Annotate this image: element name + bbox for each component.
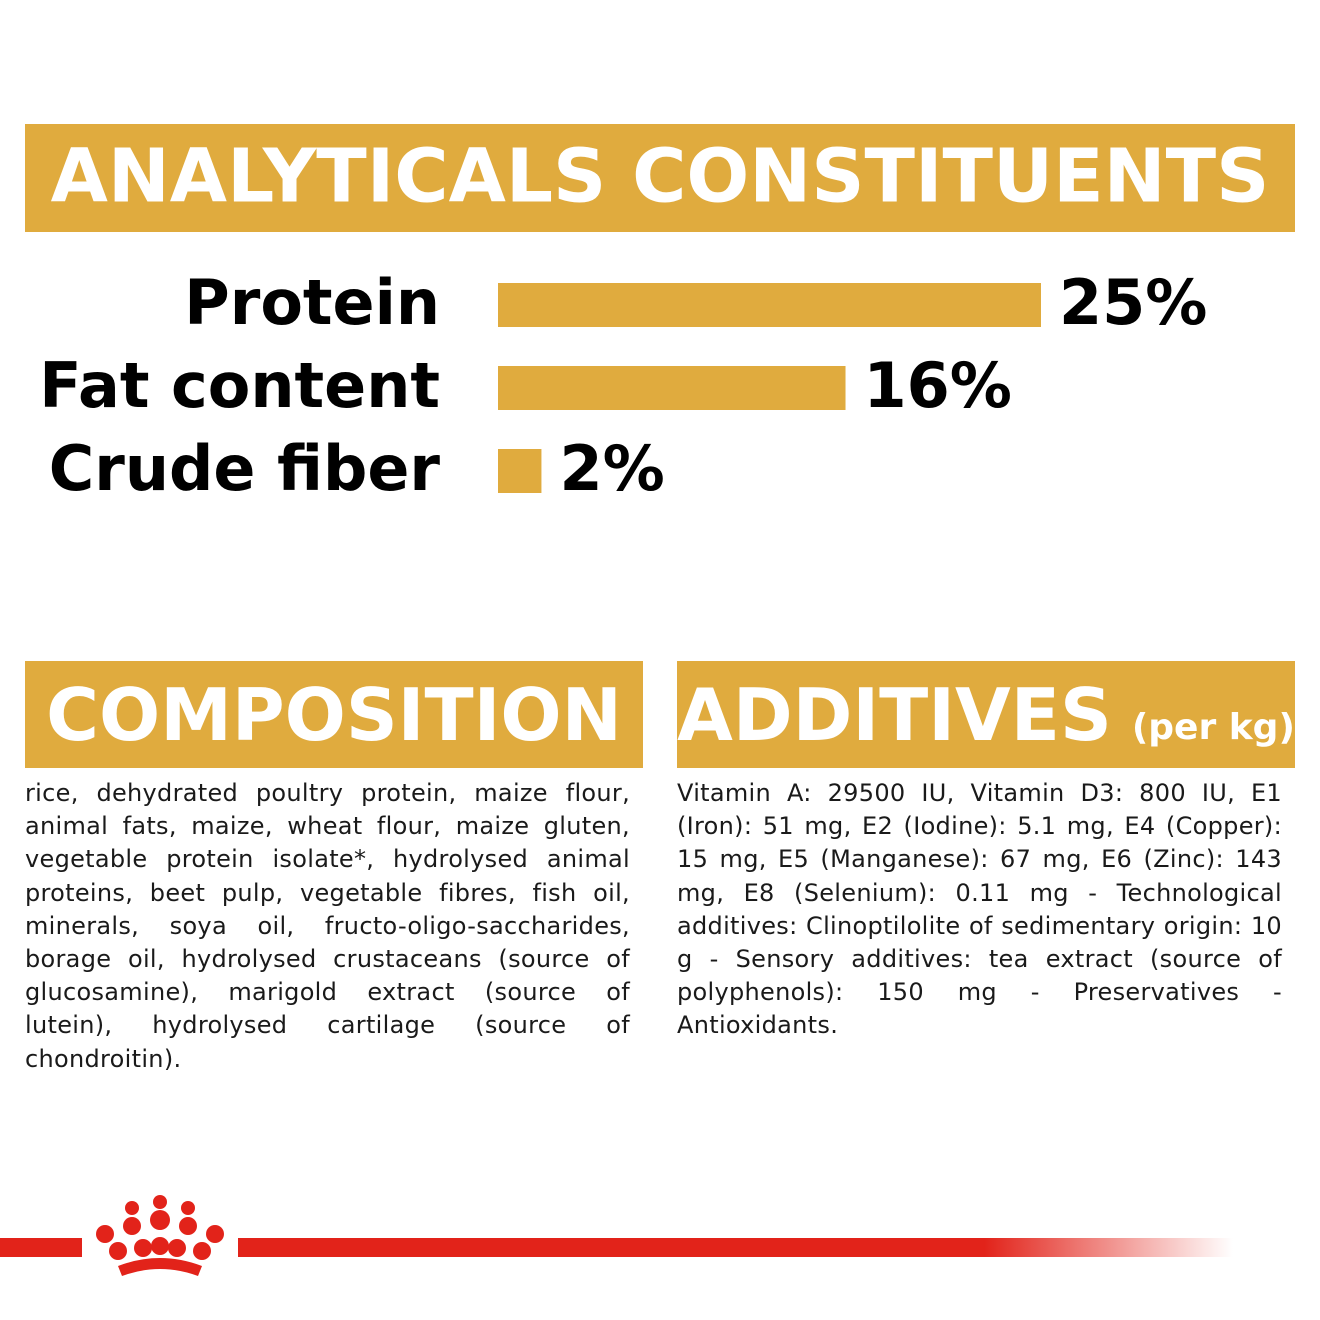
title-band (25, 124, 1295, 232)
category-label: Crude fiber (49, 432, 441, 505)
composition-text: rice, dehydrated poultry protein, maize … (25, 779, 630, 1073)
value-label: 25% (1059, 266, 1207, 339)
category-label: Fat content (39, 349, 440, 422)
composition-title: COMPOSITION (46, 672, 622, 757)
value-label: 2% (559, 432, 664, 505)
bar (498, 283, 1041, 327)
value-label: 16% (864, 349, 1012, 422)
additives-title: ADDITIVES (677, 672, 1112, 757)
brand-line (0, 1238, 82, 1257)
brand-line (238, 1238, 1233, 1257)
chart-title: ANALYTICALS CONSTITUENTS (51, 134, 1270, 220)
additives-band: ADDITIVES (per kg) (677, 661, 1295, 768)
bar (498, 449, 542, 493)
composition-band: COMPOSITION (25, 661, 643, 768)
bar (498, 366, 846, 410)
crown-logo (96, 1195, 224, 1276)
additives-text: Vitamin A: 29500 IU, Vitamin D3: 800 IU,… (677, 779, 1282, 1040)
additives-unit: (per kg) (1131, 707, 1295, 748)
category-label: Protein (184, 266, 440, 339)
